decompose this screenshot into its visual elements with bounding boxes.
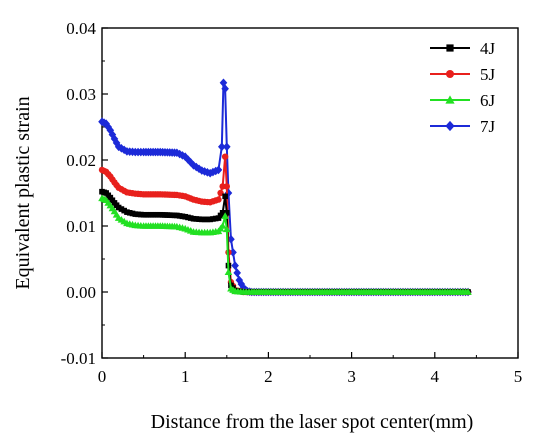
y-tick-label: 0.02: [66, 151, 96, 170]
legend-marker-4J: [446, 44, 454, 52]
data-point-6J: [218, 222, 227, 229]
data-point-7J: [233, 268, 241, 278]
data-point-7J: [231, 261, 239, 270]
x-tick-label: 2: [264, 367, 273, 386]
legend: 4J 5J 6J 7J: [430, 39, 496, 136]
data-point-6J: [223, 225, 231, 233]
data-point-6J: [224, 268, 233, 275]
data-point-5J: [223, 183, 230, 190]
series-line-7J: [101, 81, 469, 293]
data-point-6J: [464, 288, 472, 295]
legend-item-5J: 5J: [430, 65, 496, 84]
data-point-7J: [229, 248, 237, 257]
x-tick-label: 5: [514, 367, 523, 386]
x-tick-label: 1: [181, 367, 190, 386]
data-point-7J: [219, 78, 228, 88]
legend-label: 5J: [480, 65, 496, 84]
x-axis-title: Distance from the laser spot center(mm): [151, 411, 474, 433]
x-tick-label: 3: [347, 367, 356, 386]
legend-marker-7J: [445, 120, 455, 132]
data-point-7J: [114, 142, 123, 152]
series-6J: [98, 194, 472, 295]
series-7J: [98, 78, 472, 297]
data-point-5J: [221, 153, 229, 160]
data-point-7J: [184, 155, 192, 164]
data-point-5J: [215, 196, 222, 203]
data-point-7J: [106, 126, 115, 135]
data-point-7J: [223, 142, 231, 152]
data-point-7J: [189, 160, 198, 170]
series-4J: [99, 188, 471, 295]
y-tick-label: 0.03: [66, 85, 96, 104]
y-tick-label: 0.01: [66, 217, 96, 236]
legend-item-4J: 4J: [430, 39, 496, 58]
y-tick-label: 0.00: [66, 283, 96, 302]
data-point-7J: [195, 164, 203, 174]
data-point-7J: [186, 158, 195, 167]
legend-label: 7J: [480, 117, 496, 136]
x-tick-label: 0: [98, 367, 107, 386]
y-axis-title: Equivalent plastic strain: [12, 96, 34, 289]
legend-marker-5J: [446, 70, 454, 78]
data-point-7J: [235, 275, 244, 285]
data-point-5J: [217, 189, 224, 197]
x-tick-label: 4: [431, 367, 440, 386]
data-point-4J: [222, 193, 228, 200]
legend-item-6J: 6J: [430, 91, 496, 110]
data-point-7J: [214, 165, 223, 175]
data-point-7J: [175, 149, 184, 159]
data-point-4J: [224, 210, 230, 216]
data-point-7J: [218, 142, 226, 152]
y-tick-label: -0.01: [61, 349, 96, 368]
legend-marker-6J: [445, 95, 455, 104]
legend-label: 4J: [480, 39, 496, 58]
data-point-7J: [181, 152, 189, 161]
y-tick-label: 0.04: [66, 19, 96, 38]
series-line-4J: [101, 190, 469, 293]
data-point-7J: [237, 279, 246, 289]
data-point-7J: [224, 188, 233, 198]
data-point-7J: [221, 84, 229, 94]
legend-label: 6J: [480, 91, 496, 110]
data-point-4J: [219, 210, 226, 216]
data-point-7J: [227, 234, 235, 244]
legend-item-7J: 7J: [430, 117, 496, 136]
data-point-6J: [221, 212, 229, 219]
